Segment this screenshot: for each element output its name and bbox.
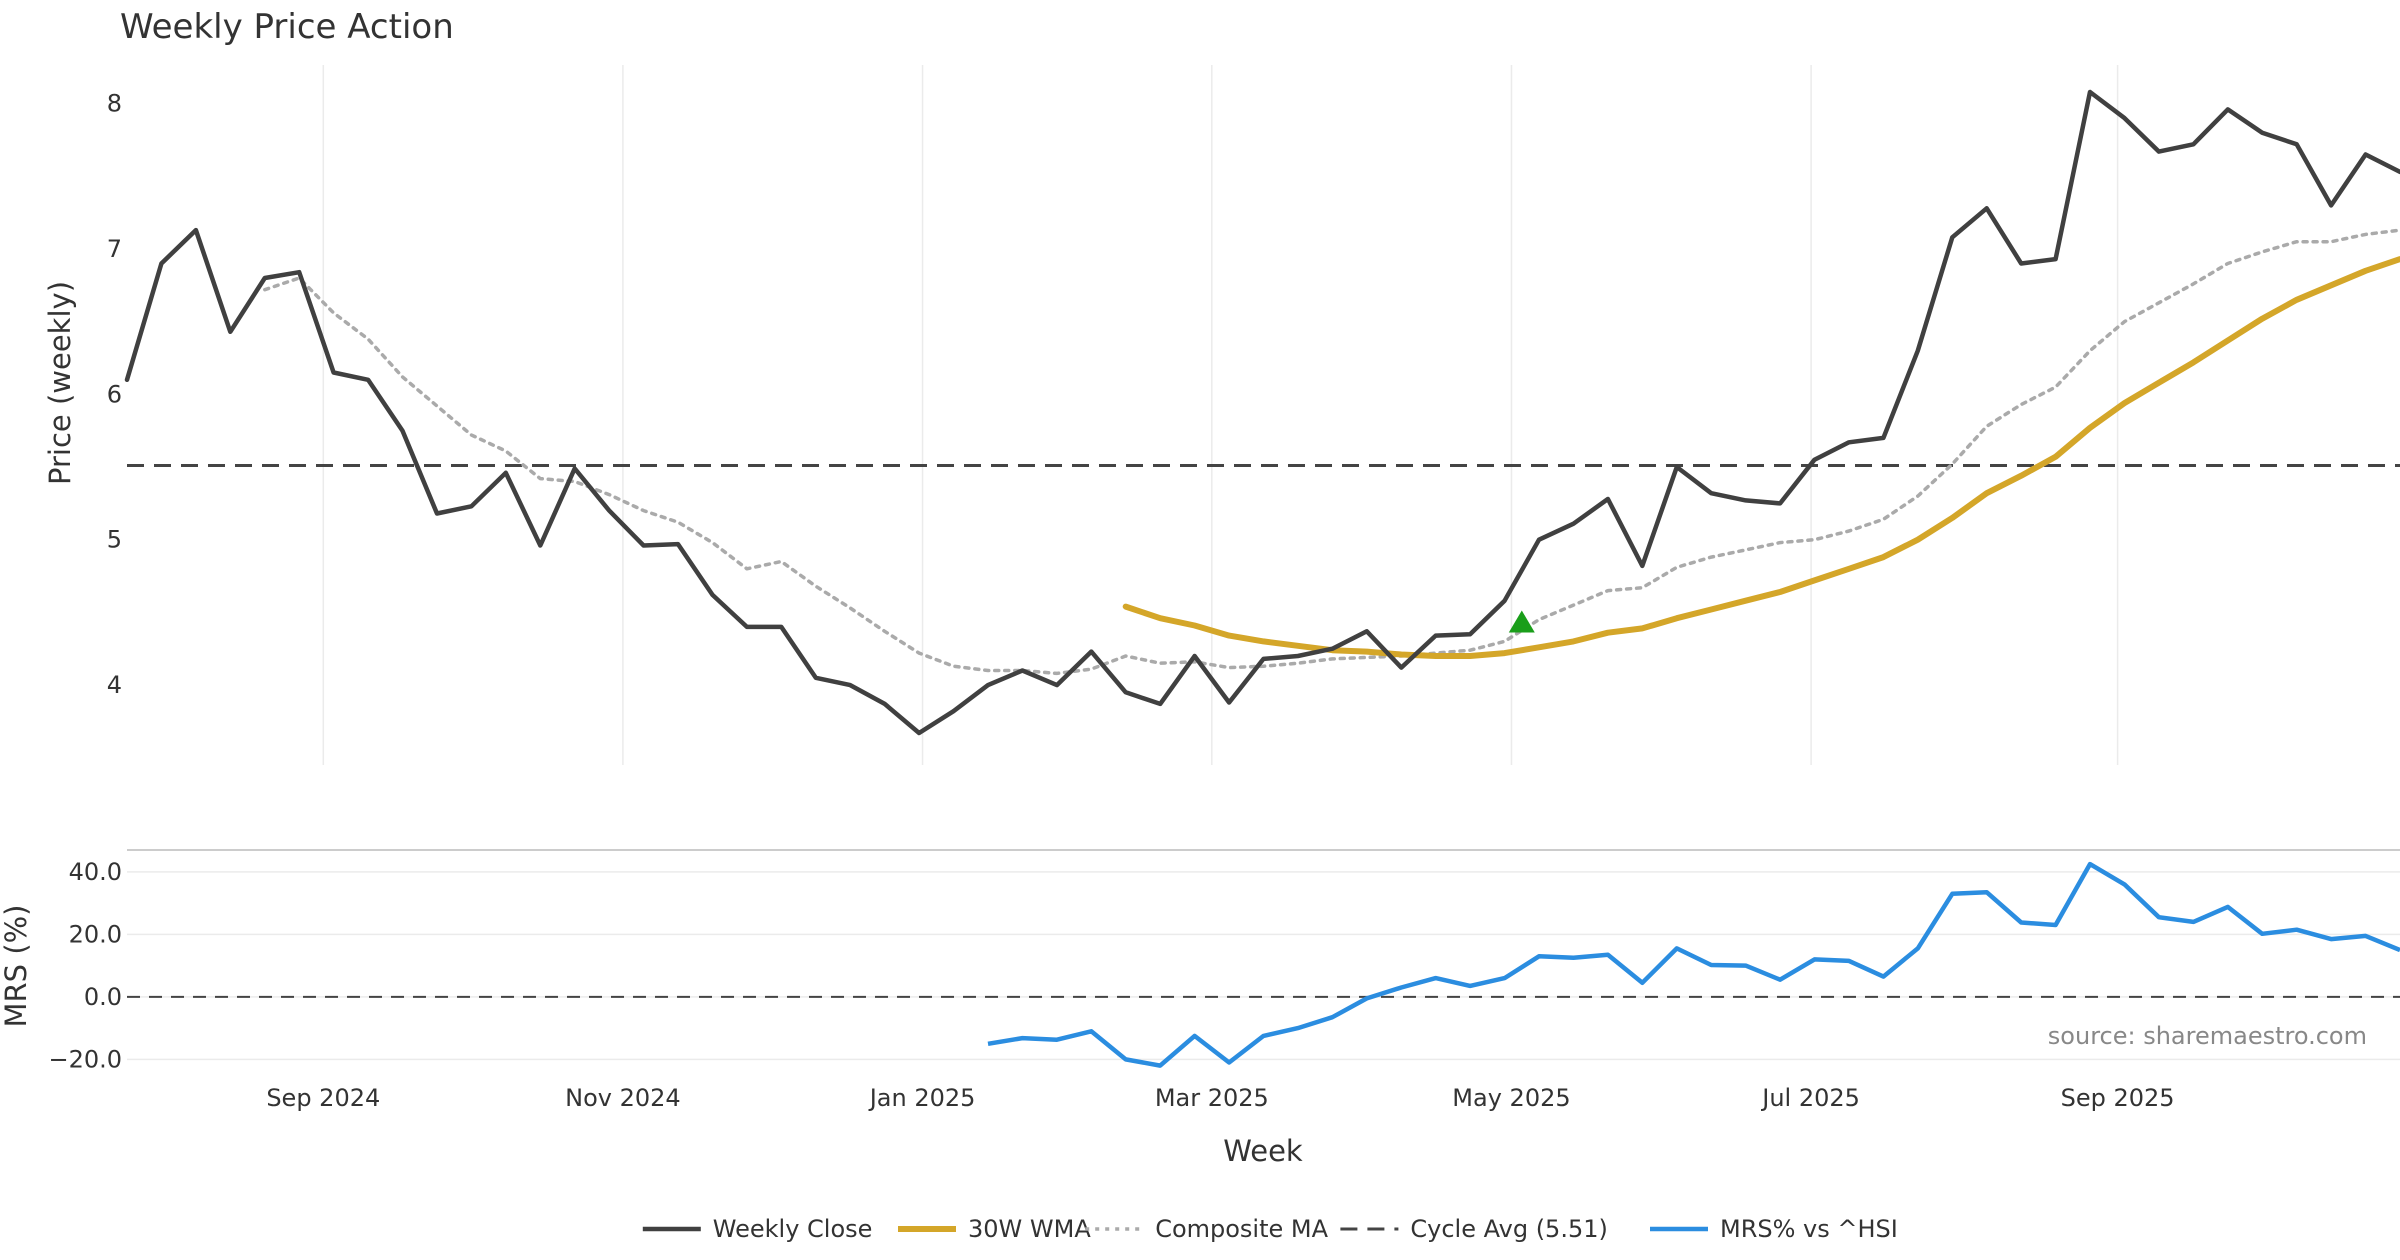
- legend-label-cycle: Cycle Avg (5.51): [1410, 1215, 1607, 1243]
- mrs-series: [987, 861, 2400, 1068]
- price-series: [124, 89, 2400, 736]
- x-tick-label: Jan 2025: [868, 1084, 976, 1112]
- source-label: source: sharemaestro.com: [2048, 1022, 2367, 1050]
- price-y-tick-label: 7: [107, 235, 122, 263]
- x-tick-label: Mar 2025: [1155, 1084, 1269, 1112]
- x-tick-label: Nov 2024: [565, 1084, 681, 1112]
- legend-label-wma: 30W WMA: [968, 1215, 1091, 1243]
- x-ticks: Sep 2024 Nov 2024 Jan 2025 Mar 2025 May 2025…: [266, 1084, 2174, 1112]
- price-y-tick-label: 4: [107, 671, 122, 699]
- mrs-y-axis-label: MRS (%): [0, 905, 33, 1028]
- legend-label-mrs: MRS% vs ^HSI: [1720, 1215, 1898, 1243]
- x-tick-label: Sep 2025: [2061, 1084, 2175, 1112]
- mrs-y-tick-label: 0.0: [84, 983, 122, 1011]
- mrs-y-ticks: −20.0 0.0 20.0 40.0: [48, 858, 122, 1074]
- buy-signal-marker: [1508, 610, 1535, 633]
- chart-title: Weekly Price Action: [120, 7, 454, 47]
- price-gridlines: [322, 65, 2119, 765]
- legend-label-close: Weekly Close: [713, 1215, 873, 1243]
- x-axis-label: Week: [1223, 1134, 1303, 1168]
- price-y-tick-label: 8: [107, 90, 122, 118]
- x-tick-label: May 2025: [1452, 1084, 1570, 1112]
- mrs-y-tick-label: 40.0: [69, 858, 122, 886]
- x-tick-label: Jul 2025: [1760, 1084, 1860, 1112]
- price-y-tick-label: 5: [107, 526, 122, 554]
- mrs-y-tick-label: 20.0: [69, 920, 122, 948]
- price-y-ticks: 4 5 6 7 8: [107, 90, 122, 699]
- price-y-axis-label: Price (weekly): [43, 281, 77, 485]
- x-tick-label: Sep 2024: [266, 1084, 380, 1112]
- series-line-close: [124, 89, 2400, 736]
- mrs-y-tick-label: −20.0: [48, 1045, 122, 1073]
- series-line-wma: [1122, 256, 2400, 659]
- series-line-mrs: [987, 861, 2400, 1068]
- legend-label-composite: Composite MA: [1155, 1215, 1328, 1243]
- legend: Weekly Close 30W WMA Composite MA Cycle Avg…: [642, 1215, 1898, 1243]
- price-y-tick-label: 6: [107, 380, 122, 408]
- series-line-composite: [263, 228, 2400, 676]
